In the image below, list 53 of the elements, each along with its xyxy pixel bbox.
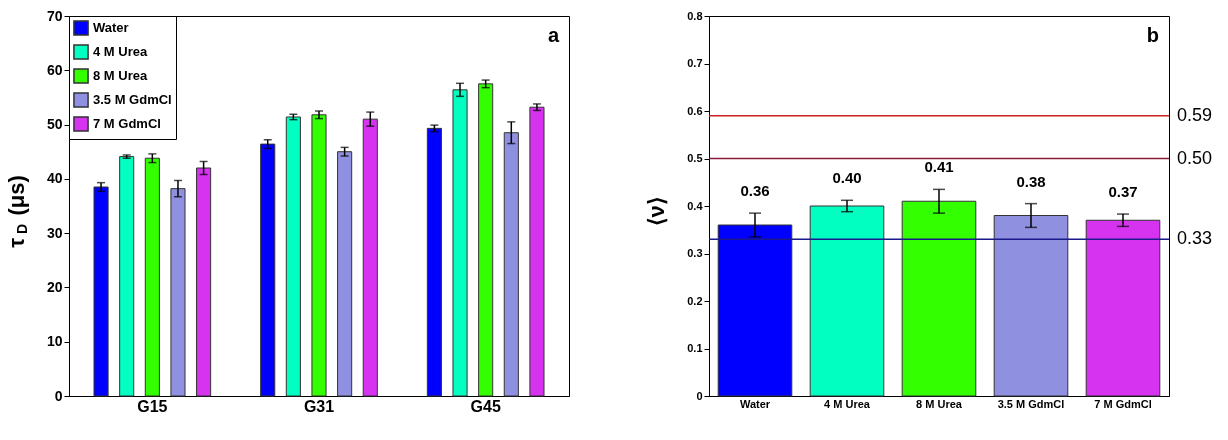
legend-label: 4 M Urea <box>93 44 148 59</box>
y-tick-label: 0.1 <box>687 342 703 354</box>
y-tick-label: 0.4 <box>687 199 704 212</box>
annotation: b <box>1146 24 1159 46</box>
x-tick-label: G15 <box>137 397 168 415</box>
y-axis-title: τD (μs) <box>4 175 30 248</box>
legend-label: 8 M Urea <box>93 68 148 83</box>
y-tick-label: 0.3 <box>687 247 703 259</box>
bar <box>1085 219 1161 397</box>
legend-label: 3.5 M GdmCl <box>93 92 172 107</box>
bar <box>809 205 885 397</box>
bar <box>901 200 977 397</box>
y-tick-label: 0.7 <box>687 57 703 69</box>
bar <box>503 132 519 397</box>
y-tick-label: 70 <box>46 7 63 24</box>
bar <box>717 224 793 397</box>
y-tick-label: 0.6 <box>687 104 703 117</box>
bar <box>196 167 212 397</box>
x-tick-label: G45 <box>470 397 501 415</box>
x-tick-label: 7 M GdmCl <box>1094 397 1152 410</box>
y-tick-label: 0.2 <box>687 294 703 307</box>
y-tick-label: 0.5 <box>687 152 703 164</box>
data-label: 0.37 <box>1108 183 1138 201</box>
y-tick-label: 0 <box>696 389 703 402</box>
data-label: 0.40 <box>832 169 862 187</box>
y-tick-label: 40 <box>46 170 63 187</box>
annotation: a <box>547 24 560 46</box>
bar <box>993 215 1069 397</box>
ref-line-label: 0.59 <box>1177 104 1213 125</box>
y-tick-label: 10 <box>46 333 63 350</box>
data-label: 0.36 <box>740 182 770 200</box>
ref-line-label: 0.33 <box>1177 228 1213 249</box>
y-tick-label: 60 <box>46 61 63 78</box>
y-tick-label: 0 <box>54 387 63 404</box>
y-tick-label: 50 <box>46 116 63 133</box>
x-tick-label: G31 <box>303 397 335 415</box>
bar <box>170 188 186 397</box>
y-tick-label: 20 <box>46 278 63 295</box>
bar <box>362 118 378 397</box>
data-label: 0.38 <box>1016 172 1046 190</box>
x-tick-label: 4 M Urea <box>824 397 871 410</box>
x-tick-label: 3.5 M GdmCl <box>997 397 1065 410</box>
bar <box>452 89 468 397</box>
legend-label: 7 M GdmCl <box>93 116 161 131</box>
y-tick-label: 30 <box>46 224 63 241</box>
y-tick-label: 0.8 <box>687 9 703 22</box>
ref-line-label: 0.50 <box>1177 147 1213 168</box>
legend-label: Water <box>93 20 129 35</box>
data-label: 0.41 <box>924 158 954 176</box>
y-axis-title: ⟨ν⟩ <box>644 196 669 227</box>
x-tick-label: Water <box>739 397 771 410</box>
x-tick-label: 8 M Urea <box>916 397 963 410</box>
bar <box>119 156 135 397</box>
